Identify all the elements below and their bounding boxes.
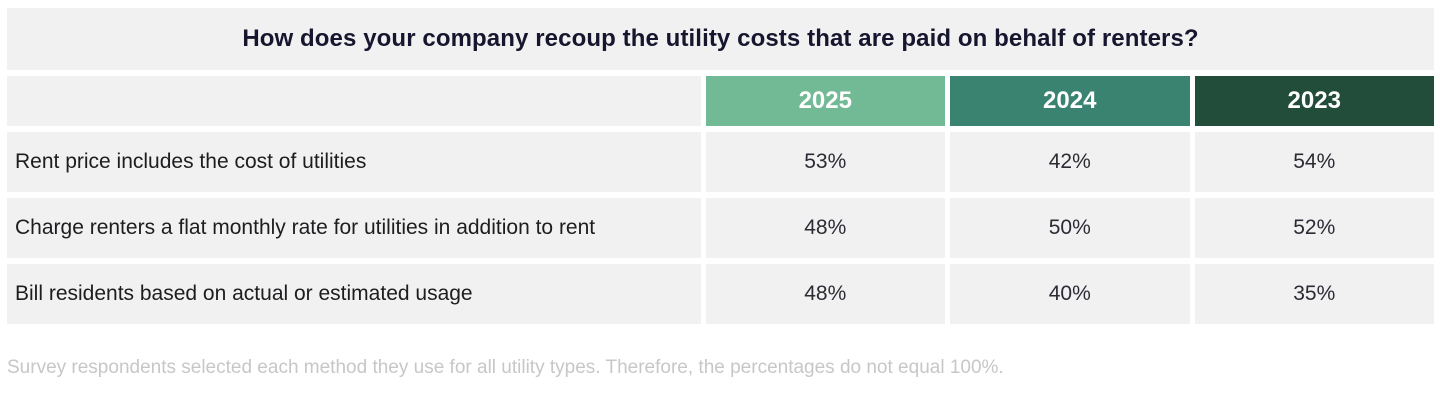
row-label: Rent price includes the cost of utilitie… [7, 132, 701, 192]
column-header-2023: 2023 [1194, 76, 1434, 126]
column-header-2024: 2024 [950, 76, 1190, 126]
table-value: 53% [705, 132, 945, 192]
table-value: 54% [1194, 132, 1434, 192]
table-value: 35% [1194, 264, 1434, 324]
table-value: 48% [705, 198, 945, 258]
table-value: 42% [950, 132, 1190, 192]
column-header-2025: 2025 [705, 76, 945, 126]
table-value: 52% [1194, 198, 1434, 258]
table-value: 48% [705, 264, 945, 324]
row-label: Bill residents based on actual or estima… [7, 264, 701, 324]
table-value: 50% [950, 198, 1190, 258]
footnote: Survey respondents selected each method … [7, 357, 1004, 378]
table-title-band: How does your company recoup the utility… [7, 8, 1434, 70]
table-value: 40% [950, 264, 1190, 324]
row-label: Charge renters a flat monthly rate for u… [7, 198, 701, 258]
header-spacer-cell [7, 76, 701, 126]
table-grid: 2025 2024 2023 Rent price includes the c… [7, 76, 1434, 324]
table-title: How does your company recoup the utility… [242, 25, 1199, 52]
